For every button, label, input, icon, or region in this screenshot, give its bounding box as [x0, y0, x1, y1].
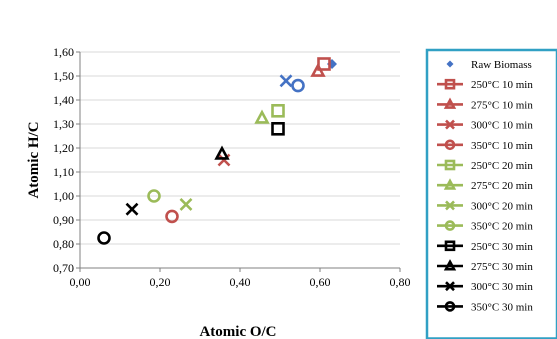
legend-marker — [445, 200, 455, 211]
y-tick-label: 1,50 — [53, 69, 74, 83]
legend-entry: 300°C 30 min — [437, 281, 533, 293]
y-tick-label: 0,80 — [53, 237, 74, 251]
legend-entry: Raw Biomass — [446, 59, 532, 71]
data-points — [97, 57, 337, 245]
legend-entry: 350°C 30 min — [437, 301, 533, 313]
legend-label: 250°C 20 min — [471, 160, 533, 172]
legend-entry: 350°C 10 min — [437, 139, 533, 152]
legend-marker — [443, 259, 457, 271]
legend-entry: 250°C 10 min — [437, 78, 533, 91]
legend-entry: 250°C 20 min — [437, 159, 533, 172]
y-tick-label: 1,30 — [53, 117, 74, 131]
legend-marker — [444, 301, 456, 312]
legend-box — [425, 48, 557, 339]
x-tick-label: 0,40 — [230, 275, 251, 289]
data-point — [125, 202, 139, 216]
y-tick-label: 0,70 — [53, 261, 74, 275]
axes — [76, 51, 401, 272]
data-point — [271, 122, 285, 136]
y-tick-label: 0,90 — [53, 213, 74, 227]
legend-entry: 250°C 30 min — [437, 240, 533, 253]
x-tick-label: 0,60 — [310, 275, 331, 289]
legend-label: 250°C 10 min — [471, 79, 533, 91]
x-tick-label: 0,20 — [150, 275, 171, 289]
legend-marker — [444, 159, 456, 171]
legend-label: 300°C 10 min — [471, 120, 533, 132]
legend-label: 275°C 30 min — [471, 261, 533, 273]
legend-entry: 275°C 10 min — [437, 97, 533, 111]
data-point — [271, 104, 285, 118]
data-point — [147, 189, 161, 203]
legend-entry: 300°C 10 min — [437, 120, 533, 132]
legend-entry: 350°C 20 min — [437, 220, 533, 233]
x-tick-label: 0,00 — [70, 275, 91, 289]
data-point — [291, 78, 305, 93]
legend-label: 350°C 10 min — [471, 140, 533, 152]
legend-entry: 275°C 30 min — [437, 259, 533, 273]
data-point — [254, 109, 270, 124]
legend-marker — [444, 139, 456, 151]
y-tick-label: 1,10 — [53, 165, 74, 179]
data-point — [214, 145, 230, 160]
x-tick-label: 0,80 — [390, 275, 411, 289]
legend-label: 350°C 30 min — [471, 301, 533, 313]
data-point — [165, 209, 179, 224]
legend-label: Raw Biomass — [471, 59, 532, 71]
legend-marker — [443, 178, 457, 190]
legend-marker — [444, 240, 456, 252]
x-axis-label: Atomic O/C — [199, 324, 276, 339]
data-point — [97, 231, 111, 245]
data-point — [179, 197, 193, 211]
legend-label: 250°C 30 min — [471, 241, 533, 253]
tick-labels: 0,70 0,80 0,90 1,00 1,10 1,20 1,30 1,40 1,50 1,60… — [53, 45, 411, 289]
legend-entry: 300°C 20 min — [437, 200, 533, 212]
data-point — [279, 74, 293, 88]
legend-marker — [444, 220, 456, 231]
legend-marker — [445, 119, 455, 130]
legend-marker — [444, 78, 456, 90]
legend-label: 300°C 30 min — [471, 281, 533, 293]
legend-label: 275°C 20 min — [471, 180, 533, 192]
data-point — [310, 62, 326, 77]
y-tick-label: 1,60 — [53, 45, 74, 59]
y-tick-label: 1,00 — [53, 189, 74, 203]
legend-label: 350°C 20 min — [471, 221, 533, 233]
legend-marker — [443, 97, 457, 109]
legend-label: 300°C 20 min — [471, 200, 533, 212]
legend-label: 275°C 10 min — [471, 99, 533, 111]
data-point — [217, 153, 231, 167]
legend-entry: 275°C 20 min — [437, 178, 533, 192]
y-tick-label: 1,40 — [53, 93, 74, 107]
legend: Raw Biomass 250°C 10 min 275°C 10 min 300°C… — [425, 48, 557, 339]
y-axis-label: Atomic H/C — [26, 121, 42, 198]
gridlines — [80, 51, 400, 245]
y-tick-label: 1,20 — [53, 141, 74, 155]
legend-marker — [445, 281, 455, 292]
legend-marker — [446, 60, 454, 68]
